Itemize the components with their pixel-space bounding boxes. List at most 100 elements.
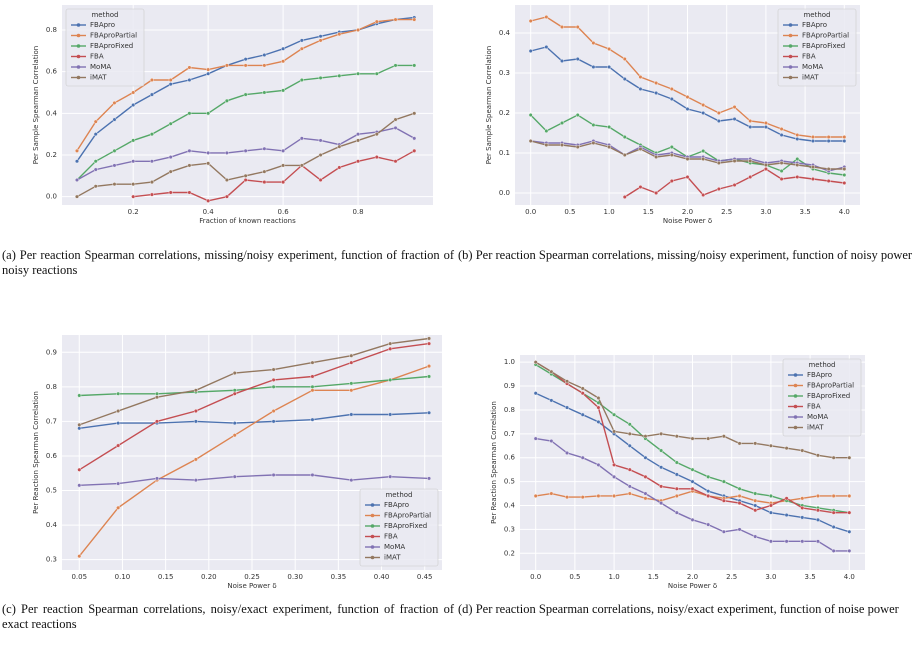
legend: method FBApro FBAproPartial FBAproFixed FBA M…: [65, 8, 145, 87]
data-point: [826, 178, 831, 183]
data-point: [131, 90, 136, 95]
data-point: [544, 128, 549, 133]
data-point: [271, 472, 276, 477]
x-tick-label: 3.0: [760, 208, 771, 216]
x-tick-label: 0.4: [203, 208, 215, 216]
data-point: [77, 393, 82, 398]
data-point: [337, 73, 342, 78]
data-point: [815, 539, 820, 544]
data-point: [349, 381, 354, 386]
data-point: [187, 190, 192, 195]
data-point: [318, 138, 323, 143]
data-point: [685, 106, 690, 111]
data-point: [149, 92, 154, 97]
data-point: [112, 163, 117, 168]
data-point: [810, 138, 815, 143]
data-point: [701, 102, 706, 107]
data-point: [721, 434, 726, 439]
data-point: [768, 510, 773, 515]
data-point: [388, 412, 393, 417]
x-axis-label: Noise Power δ: [227, 582, 276, 590]
x-tick-label: 3.5: [805, 573, 816, 581]
x-tick-label: 1.5: [643, 208, 654, 216]
data-point: [318, 152, 323, 157]
data-point: [131, 194, 136, 199]
x-tick-label: 0.6: [278, 208, 290, 216]
data-point: [77, 554, 82, 559]
data-point: [131, 138, 136, 143]
x-tick-label: 1.5: [648, 573, 659, 581]
data-point: [591, 41, 596, 46]
legend-label: FBAproFixed: [802, 42, 845, 50]
y-tick-label: 0.8: [46, 26, 57, 34]
data-point: [596, 462, 601, 467]
data-point: [349, 412, 354, 417]
data-point: [706, 493, 711, 498]
legend: method FBApro FBAproPartial FBAproFixed FBA M…: [782, 358, 862, 437]
data-point: [737, 486, 742, 491]
y-tick-label: 1.0: [504, 358, 515, 366]
data-point: [674, 486, 679, 491]
data-point: [800, 539, 805, 544]
x-tick-label: 2.0: [682, 208, 693, 216]
legend-label: iMAT: [807, 424, 824, 432]
data-point: [701, 110, 706, 115]
data-point: [690, 479, 695, 484]
data-point: [627, 491, 632, 496]
data-point: [706, 522, 711, 527]
data-point: [349, 353, 354, 358]
data-point: [388, 377, 393, 382]
data-point: [77, 483, 82, 488]
data-point: [795, 132, 800, 137]
data-point: [271, 384, 276, 389]
data-point: [374, 71, 379, 76]
data-point: [763, 162, 768, 167]
x-tick-label: 0.2: [128, 208, 139, 216]
data-point: [596, 419, 601, 424]
data-point: [112, 148, 117, 153]
legend-title: method: [385, 491, 412, 499]
data-point: [690, 486, 695, 491]
data-point: [549, 369, 554, 374]
data-point: [638, 74, 643, 79]
data-point: [737, 493, 742, 498]
legend-label: FBApro: [384, 501, 409, 509]
data-point: [243, 63, 248, 68]
data-point: [393, 159, 398, 164]
data-point: [281, 180, 286, 185]
y-tick-label: 0.2: [46, 151, 57, 159]
data-point: [842, 138, 847, 143]
data-point: [131, 102, 136, 107]
data-point: [842, 166, 847, 171]
data-point: [669, 86, 674, 91]
data-point: [262, 90, 267, 95]
data-point: [149, 180, 154, 185]
data-point: [243, 57, 248, 62]
caption: (b) Per reaction Spearman correlations, …: [458, 248, 913, 262]
data-point: [412, 17, 417, 22]
data-point: [842, 134, 847, 139]
data-point: [299, 38, 304, 43]
data-point: [232, 371, 237, 376]
data-point: [187, 148, 192, 153]
data-point: [622, 152, 627, 157]
data-point: [826, 166, 831, 171]
data-point: [847, 510, 852, 515]
data-point: [74, 159, 79, 164]
data-point: [193, 457, 198, 462]
data-point: [768, 443, 773, 448]
legend-label: MoMA: [807, 413, 828, 421]
data-point: [533, 436, 538, 441]
data-point: [612, 462, 617, 467]
x-tick-label: 0.05: [71, 573, 87, 581]
data-point: [243, 177, 248, 182]
x-axis-label: Noise Power δ: [663, 217, 712, 225]
data-point: [318, 177, 323, 182]
data-point: [565, 450, 570, 455]
data-point: [607, 47, 612, 52]
data-point: [349, 388, 354, 393]
data-point: [575, 25, 580, 30]
data-point: [544, 142, 549, 147]
data-point: [388, 474, 393, 479]
